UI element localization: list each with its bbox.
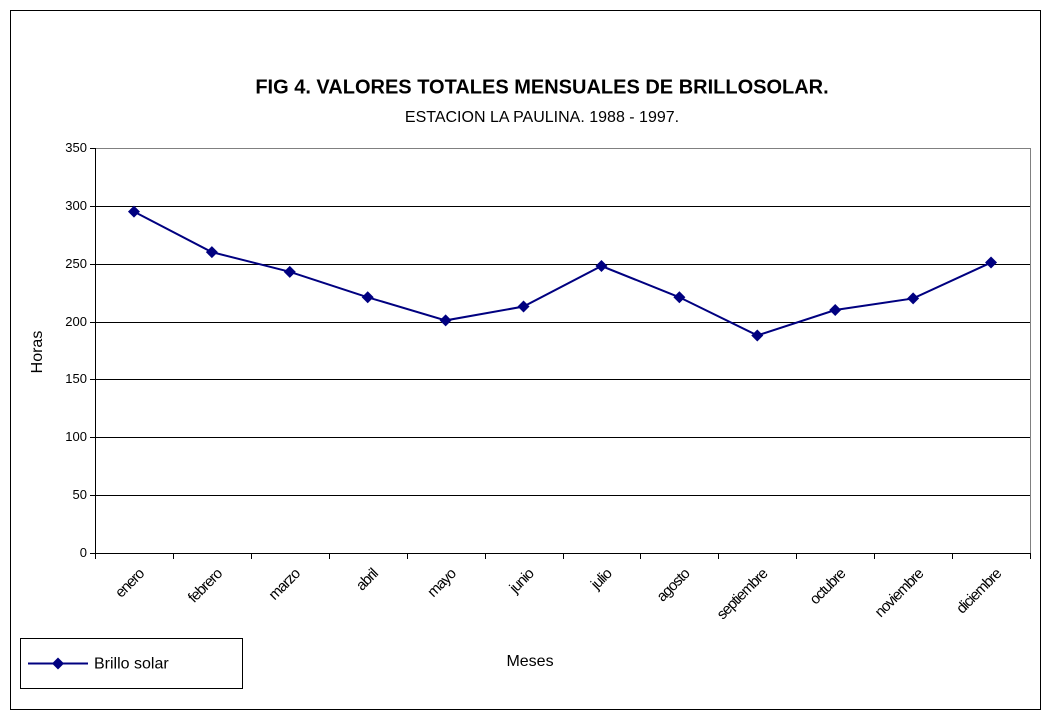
y-tick-label: 300	[65, 198, 87, 213]
marker	[361, 291, 374, 304]
chart-subtitle: ESTACION LA PAULINA. 1988 - 1997.	[405, 109, 679, 126]
marker	[751, 329, 764, 342]
marker	[673, 291, 686, 304]
y-tick-label: 100	[65, 429, 87, 444]
series-line	[133, 210, 992, 337]
marker	[127, 205, 140, 218]
marker	[595, 260, 608, 273]
plot-area	[95, 148, 1031, 554]
y-tick-label: 50	[73, 487, 87, 502]
x-axis-label: Meses	[506, 653, 553, 670]
marker	[205, 246, 218, 259]
y-axis-label: Horas	[29, 331, 46, 374]
marker	[907, 292, 920, 305]
y-tick-label: 200	[65, 314, 87, 329]
marker	[439, 314, 452, 327]
y-tick-label: 350	[65, 140, 87, 155]
y-tick-label: 250	[65, 256, 87, 271]
y-tick-label: 150	[65, 371, 87, 386]
legend-marker	[52, 657, 64, 670]
marker	[517, 300, 530, 313]
marker	[985, 256, 998, 269]
marker	[829, 304, 842, 316]
chart-title: FIG 4. VALORES TOTALES MENSUALES DE BRIL…	[255, 76, 828, 98]
legend-label: Brillo solar	[94, 656, 169, 673]
marker	[283, 265, 296, 278]
y-tick-label: 0	[80, 545, 87, 560]
